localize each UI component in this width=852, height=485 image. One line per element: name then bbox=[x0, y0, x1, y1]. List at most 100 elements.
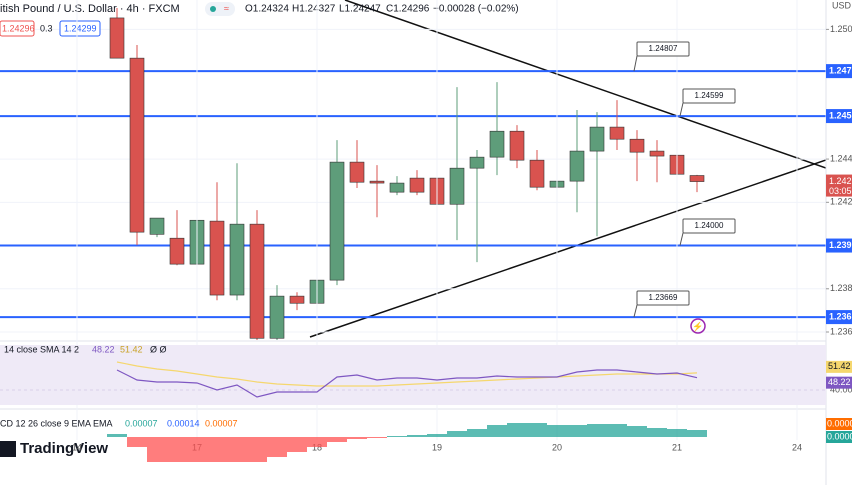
candle-body bbox=[329, 161, 345, 281]
macd-histogram-bar bbox=[367, 437, 387, 438]
macd-histogram-bar bbox=[507, 423, 527, 437]
candle-body bbox=[369, 180, 385, 184]
alert-icon[interactable] bbox=[690, 318, 706, 334]
ohlc-low: L1.24247 bbox=[339, 4, 381, 15]
candle-body bbox=[409, 177, 425, 193]
candle-body bbox=[149, 217, 165, 235]
rsi-axis-box bbox=[826, 376, 852, 389]
candle-body bbox=[489, 130, 505, 158]
level-connector bbox=[679, 102, 684, 117]
price-axis-level-label: 1.239 bbox=[829, 240, 852, 250]
buy-price: 1.24299 bbox=[64, 23, 97, 33]
macd-histogram-bar bbox=[567, 425, 587, 437]
rsi-legend: 48.22 bbox=[92, 344, 115, 354]
rsi-axis-box bbox=[826, 360, 852, 373]
price-axis-level-label: 1.245 bbox=[829, 110, 852, 120]
currency-label: USD bbox=[832, 0, 852, 10]
x-tick-label: 19 bbox=[432, 442, 442, 452]
rsi-axis-label: 48.22 bbox=[828, 377, 851, 387]
y-tick-label: 1.250 bbox=[830, 24, 852, 34]
trend-line bbox=[344, 0, 826, 169]
level-connector bbox=[633, 55, 638, 72]
macd-legend: 0.00007 bbox=[205, 418, 238, 428]
macd-histogram-bar bbox=[287, 437, 307, 452]
candle-body bbox=[129, 57, 145, 233]
macd-title: CD 12 26 close 9 EMA EMA bbox=[0, 418, 113, 428]
price-axis-level-box bbox=[826, 310, 852, 325]
rsi-legend: 51.42 bbox=[120, 344, 143, 354]
macd-histogram-bar bbox=[247, 437, 267, 462]
x-tick-label: 24 bbox=[792, 442, 802, 452]
spread: 0.3 bbox=[40, 23, 53, 33]
y-tick-label: 40.00 bbox=[830, 384, 852, 394]
candle-body bbox=[509, 130, 525, 161]
candle-body bbox=[349, 161, 365, 183]
macd-histogram-bar bbox=[547, 425, 567, 437]
level-label: 1.24000 bbox=[695, 221, 724, 230]
y-tick-label: 1.238 bbox=[830, 283, 852, 293]
macd-histogram-bar bbox=[167, 437, 187, 462]
macd-histogram-bar bbox=[427, 434, 447, 437]
rsi-title: 14 close SMA 14 2 bbox=[4, 344, 79, 354]
macd-histogram-bar bbox=[127, 437, 147, 447]
current-price-box bbox=[826, 174, 852, 197]
macd-histogram-bar bbox=[527, 423, 547, 437]
macd-histogram-bar bbox=[207, 437, 227, 462]
macd-histogram-bar bbox=[447, 431, 467, 437]
candle-body bbox=[609, 126, 625, 140]
candle-body bbox=[289, 295, 305, 304]
sell-button[interactable] bbox=[0, 20, 35, 37]
ohlc-high: H1.24327 bbox=[292, 4, 336, 15]
level-connector bbox=[633, 304, 638, 318]
buy-button[interactable] bbox=[59, 20, 101, 37]
candle-body bbox=[209, 220, 225, 296]
candle-body bbox=[449, 167, 465, 205]
candle-body bbox=[269, 295, 285, 339]
rsi-legend: Ø Ø bbox=[150, 344, 167, 354]
macd-axis-box bbox=[826, 418, 852, 430]
candle-body bbox=[689, 175, 705, 182]
current-price-label: 1.242 bbox=[829, 176, 852, 186]
macd-histogram-bar bbox=[487, 425, 507, 437]
macd-histogram-bar bbox=[387, 436, 407, 437]
price-axis-level-box bbox=[826, 64, 852, 79]
candle-body bbox=[629, 138, 645, 153]
price-axis-level-label: 1.247 bbox=[829, 65, 852, 75]
candle-body bbox=[469, 156, 485, 169]
trend-line bbox=[309, 159, 826, 338]
logo-icon bbox=[0, 441, 16, 457]
ohlc-close: C1.24296 bbox=[386, 4, 430, 15]
macd-histogram-bar bbox=[667, 429, 687, 437]
x-tick-label: 20 bbox=[552, 442, 562, 452]
macd-histogram-bar bbox=[587, 424, 607, 437]
logo: TradingView bbox=[20, 440, 108, 457]
macd-axis-box bbox=[826, 431, 852, 443]
level-label-box bbox=[682, 218, 736, 234]
macd-histogram-bar bbox=[227, 437, 247, 462]
macd-legend: 0.00014 bbox=[167, 418, 200, 428]
x-tick-label: 14 bbox=[72, 442, 82, 452]
candle-body bbox=[529, 159, 545, 188]
macd-histogram-bar bbox=[187, 437, 207, 462]
price-axis-level-box bbox=[826, 238, 852, 253]
macd-histogram-bar bbox=[107, 434, 127, 437]
level-label-box bbox=[682, 88, 736, 104]
candle-body bbox=[649, 150, 665, 157]
macd-histogram-bar bbox=[607, 424, 627, 437]
x-tick-label: 21 bbox=[672, 442, 682, 452]
macd-histogram-bar bbox=[687, 430, 707, 437]
candle-body bbox=[589, 126, 605, 152]
macd-histogram-bar bbox=[467, 429, 487, 437]
rsi-band bbox=[0, 344, 826, 405]
symbol-title: itish Pound / U.S. Dollar · 4h · FXCM bbox=[0, 3, 180, 15]
rsi-line bbox=[116, 361, 698, 387]
sell-price: 1.24296 bbox=[2, 23, 35, 33]
macd-histogram-bar bbox=[327, 437, 347, 442]
macd-histogram-bar bbox=[647, 428, 667, 437]
candle-body bbox=[389, 182, 405, 193]
countdown-label: 03:05 bbox=[829, 186, 852, 196]
level-connector bbox=[679, 232, 684, 246]
visibility-toggle[interactable] bbox=[205, 2, 235, 16]
price-axis-level-box bbox=[826, 109, 852, 124]
